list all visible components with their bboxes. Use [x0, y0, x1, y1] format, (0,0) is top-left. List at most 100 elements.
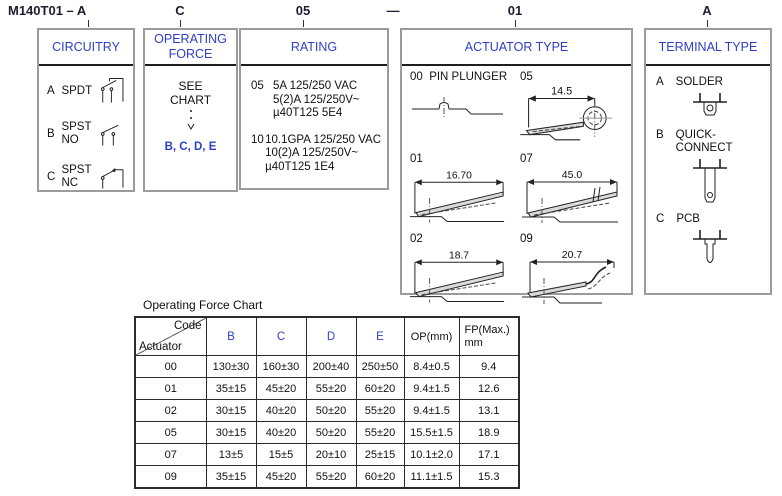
list-item: A SPDT	[47, 76, 127, 106]
table-row: 05 30±15 40±20 50±20 55±20 15.5±1.5 18.9	[134, 421, 520, 444]
force-value-cell: 13±5	[205, 443, 257, 466]
terminal-item-code: A	[656, 76, 664, 88]
see-chart-text: CHART	[169, 93, 212, 107]
rating-item-code: 05	[251, 80, 264, 92]
table-row: 02 30±15 40±20 50±20 55±20 9.4±1.5 13.1	[134, 399, 520, 422]
circuitry-item-code: C	[47, 171, 56, 183]
leader-tick	[707, 20, 708, 27]
circuitry-item-label: SPST NO	[61, 121, 92, 146]
force-value-cell: 15.5±1.5	[403, 421, 460, 444]
leader-tick	[515, 20, 516, 27]
corner-header-cell: Code Actuator	[134, 316, 207, 356]
force-value-cell: 15±5	[255, 443, 307, 466]
force-value-cell: 60±20	[355, 377, 405, 400]
lever-diagram: 18.7	[410, 250, 505, 303]
column-header: OP(mm)	[403, 316, 460, 356]
table-row: 09 35±15 45±20 55±20 60±20 11.1±1.5 15.3	[134, 465, 520, 489]
leader-tick	[180, 20, 181, 27]
force-code-options: B, C, D, E	[164, 141, 217, 153]
actuator-type-title: ACTUATOR TYPE	[402, 30, 631, 66]
operating-force-table: Code Actuator B C D E OP(mm) FP(Max.) mm…	[134, 316, 520, 489]
rating-item-text: 10.1GPA 125/250 VAC 10(2)A 125/250V~ µ40…	[265, 133, 381, 173]
actuator-type-box: ACTUATOR TYPE 00 PIN PLUNGER 05 14.5	[400, 28, 633, 304]
circuitry-item-label: SPDT	[61, 84, 93, 97]
force-value-cell: 250±50	[355, 355, 405, 378]
rating-item-code: 10	[251, 133, 264, 146]
force-value-cell: 50±20	[305, 399, 357, 422]
terminal-type-title: TERMINAL TYPE	[646, 30, 770, 66]
circuitry-list: A SPDT B SPST NO C S	[39, 66, 133, 196]
force-value-cell: 55±20	[305, 377, 357, 400]
actuator-code-cell: 05	[134, 421, 207, 444]
terminal-item-code: C	[656, 213, 665, 225]
actuator-code-cell: 00	[134, 355, 207, 378]
list-item: B SPST NO	[47, 119, 127, 149]
force-value-cell: 35±15	[205, 465, 257, 489]
circuitry-item-label: SPST NC	[61, 164, 92, 189]
list-item: 00 PIN PLUNGER	[410, 70, 514, 152]
column-header: E	[355, 316, 405, 356]
rating-code: 05	[295, 3, 311, 18]
force-value-cell: 9.4	[458, 355, 520, 378]
actuator-code-cell: 01	[134, 377, 207, 400]
force-value-cell: 15.3	[458, 465, 520, 489]
corner-actuator-label: Actuator	[139, 341, 182, 353]
leader-tick	[88, 20, 89, 27]
force-value-cell: 10.1±2.0	[403, 443, 460, 466]
rating-item-text: 5A 125/250 VAC 5(2)A 125/250V~ µ40T125 5…	[273, 80, 360, 119]
force-value-cell: 130±30	[205, 355, 257, 378]
actuator-code-cell: 07	[134, 443, 207, 466]
force-value-cell: 50±20	[305, 421, 357, 444]
actuator-item-label: PIN PLUNGER	[429, 71, 508, 83]
lever-diagram: 16.70	[410, 170, 505, 223]
list-item: B QUICK-CONNECT	[656, 129, 764, 155]
list-item: 09 20.7	[520, 232, 625, 306]
list-item: 05 14.5	[520, 70, 625, 152]
bent-lever-diagram: 20.7	[522, 249, 615, 304]
actuator-code-cell: 02	[134, 399, 207, 422]
terminal-item-label: SOLDER	[675, 76, 723, 88]
force-value-cell: 45±20	[255, 377, 307, 400]
force-value-cell: 55±20	[355, 399, 405, 422]
list-item: 10 10.1GPA 125/250 VAC 10(2)A 125/250V~ …	[251, 134, 381, 175]
long-lever-diagram: 45.0	[522, 169, 618, 223]
see-chart-text: SEE	[178, 79, 203, 93]
terminal-code: A	[702, 3, 712, 18]
force-value-cell: 8.4±0.5	[403, 355, 460, 378]
force-value-cell: 25±15	[355, 443, 405, 466]
svg-text:45.0: 45.0	[562, 169, 583, 181]
list-item: C SPST NC	[47, 162, 127, 192]
force-value-cell: 160±30	[255, 355, 307, 378]
terminal-list: A SOLDER B QUICK-CONNECT	[646, 66, 770, 278]
spdt-circuit-icon	[101, 78, 124, 103]
list-item: 01 16.70	[410, 152, 514, 232]
part-number-separator: —	[386, 3, 400, 18]
force-value-cell: 9.4±1.5	[403, 399, 460, 422]
force-chart-title: Operating Force Chart	[143, 298, 263, 312]
circuitry-box: CIRCUITRY A SPDT B SPST NO	[37, 28, 135, 192]
actuator-list: 00 PIN PLUNGER 05 14.5	[402, 66, 631, 308]
quick-connect-terminal-icon	[693, 159, 727, 203]
spst-no-circuit-icon	[101, 124, 119, 146]
rating-list: 05 5A 125/250 VAC 5(2)A 125/250V~ µ40T12…	[241, 66, 387, 174]
circuitry-item-code: B	[47, 128, 55, 140]
list-item: A SOLDER	[656, 76, 764, 89]
actuator-item-code: 01	[410, 153, 423, 165]
force-value-cell: 45±20	[255, 465, 307, 489]
pcb-terminal-icon	[693, 230, 727, 263]
svg-text:14.5: 14.5	[551, 85, 572, 97]
list-item: C PCB	[656, 213, 764, 226]
force-value-cell: 12.6	[458, 377, 520, 400]
operating-force-title: OPERATING FORCE	[145, 30, 236, 66]
force-value-cell: 55±20	[355, 421, 405, 444]
corner-code-label: Code	[174, 320, 202, 332]
force-value-cell: 30±15	[205, 421, 257, 444]
list-item: 05 5A 125/250 VAC 5(2)A 125/250V~ µ40T12…	[251, 80, 381, 121]
force-value-cell: 20±10	[305, 443, 357, 466]
force-value-cell: 200±40	[305, 355, 357, 378]
rating-title: RATING	[241, 30, 387, 66]
terminal-item-label: PCB	[676, 213, 700, 225]
table-header-row: Code Actuator B C D E OP(mm) FP(Max.) mm	[134, 316, 520, 356]
operating-force-content: SEE CHART B, C, D, E	[145, 66, 236, 153]
